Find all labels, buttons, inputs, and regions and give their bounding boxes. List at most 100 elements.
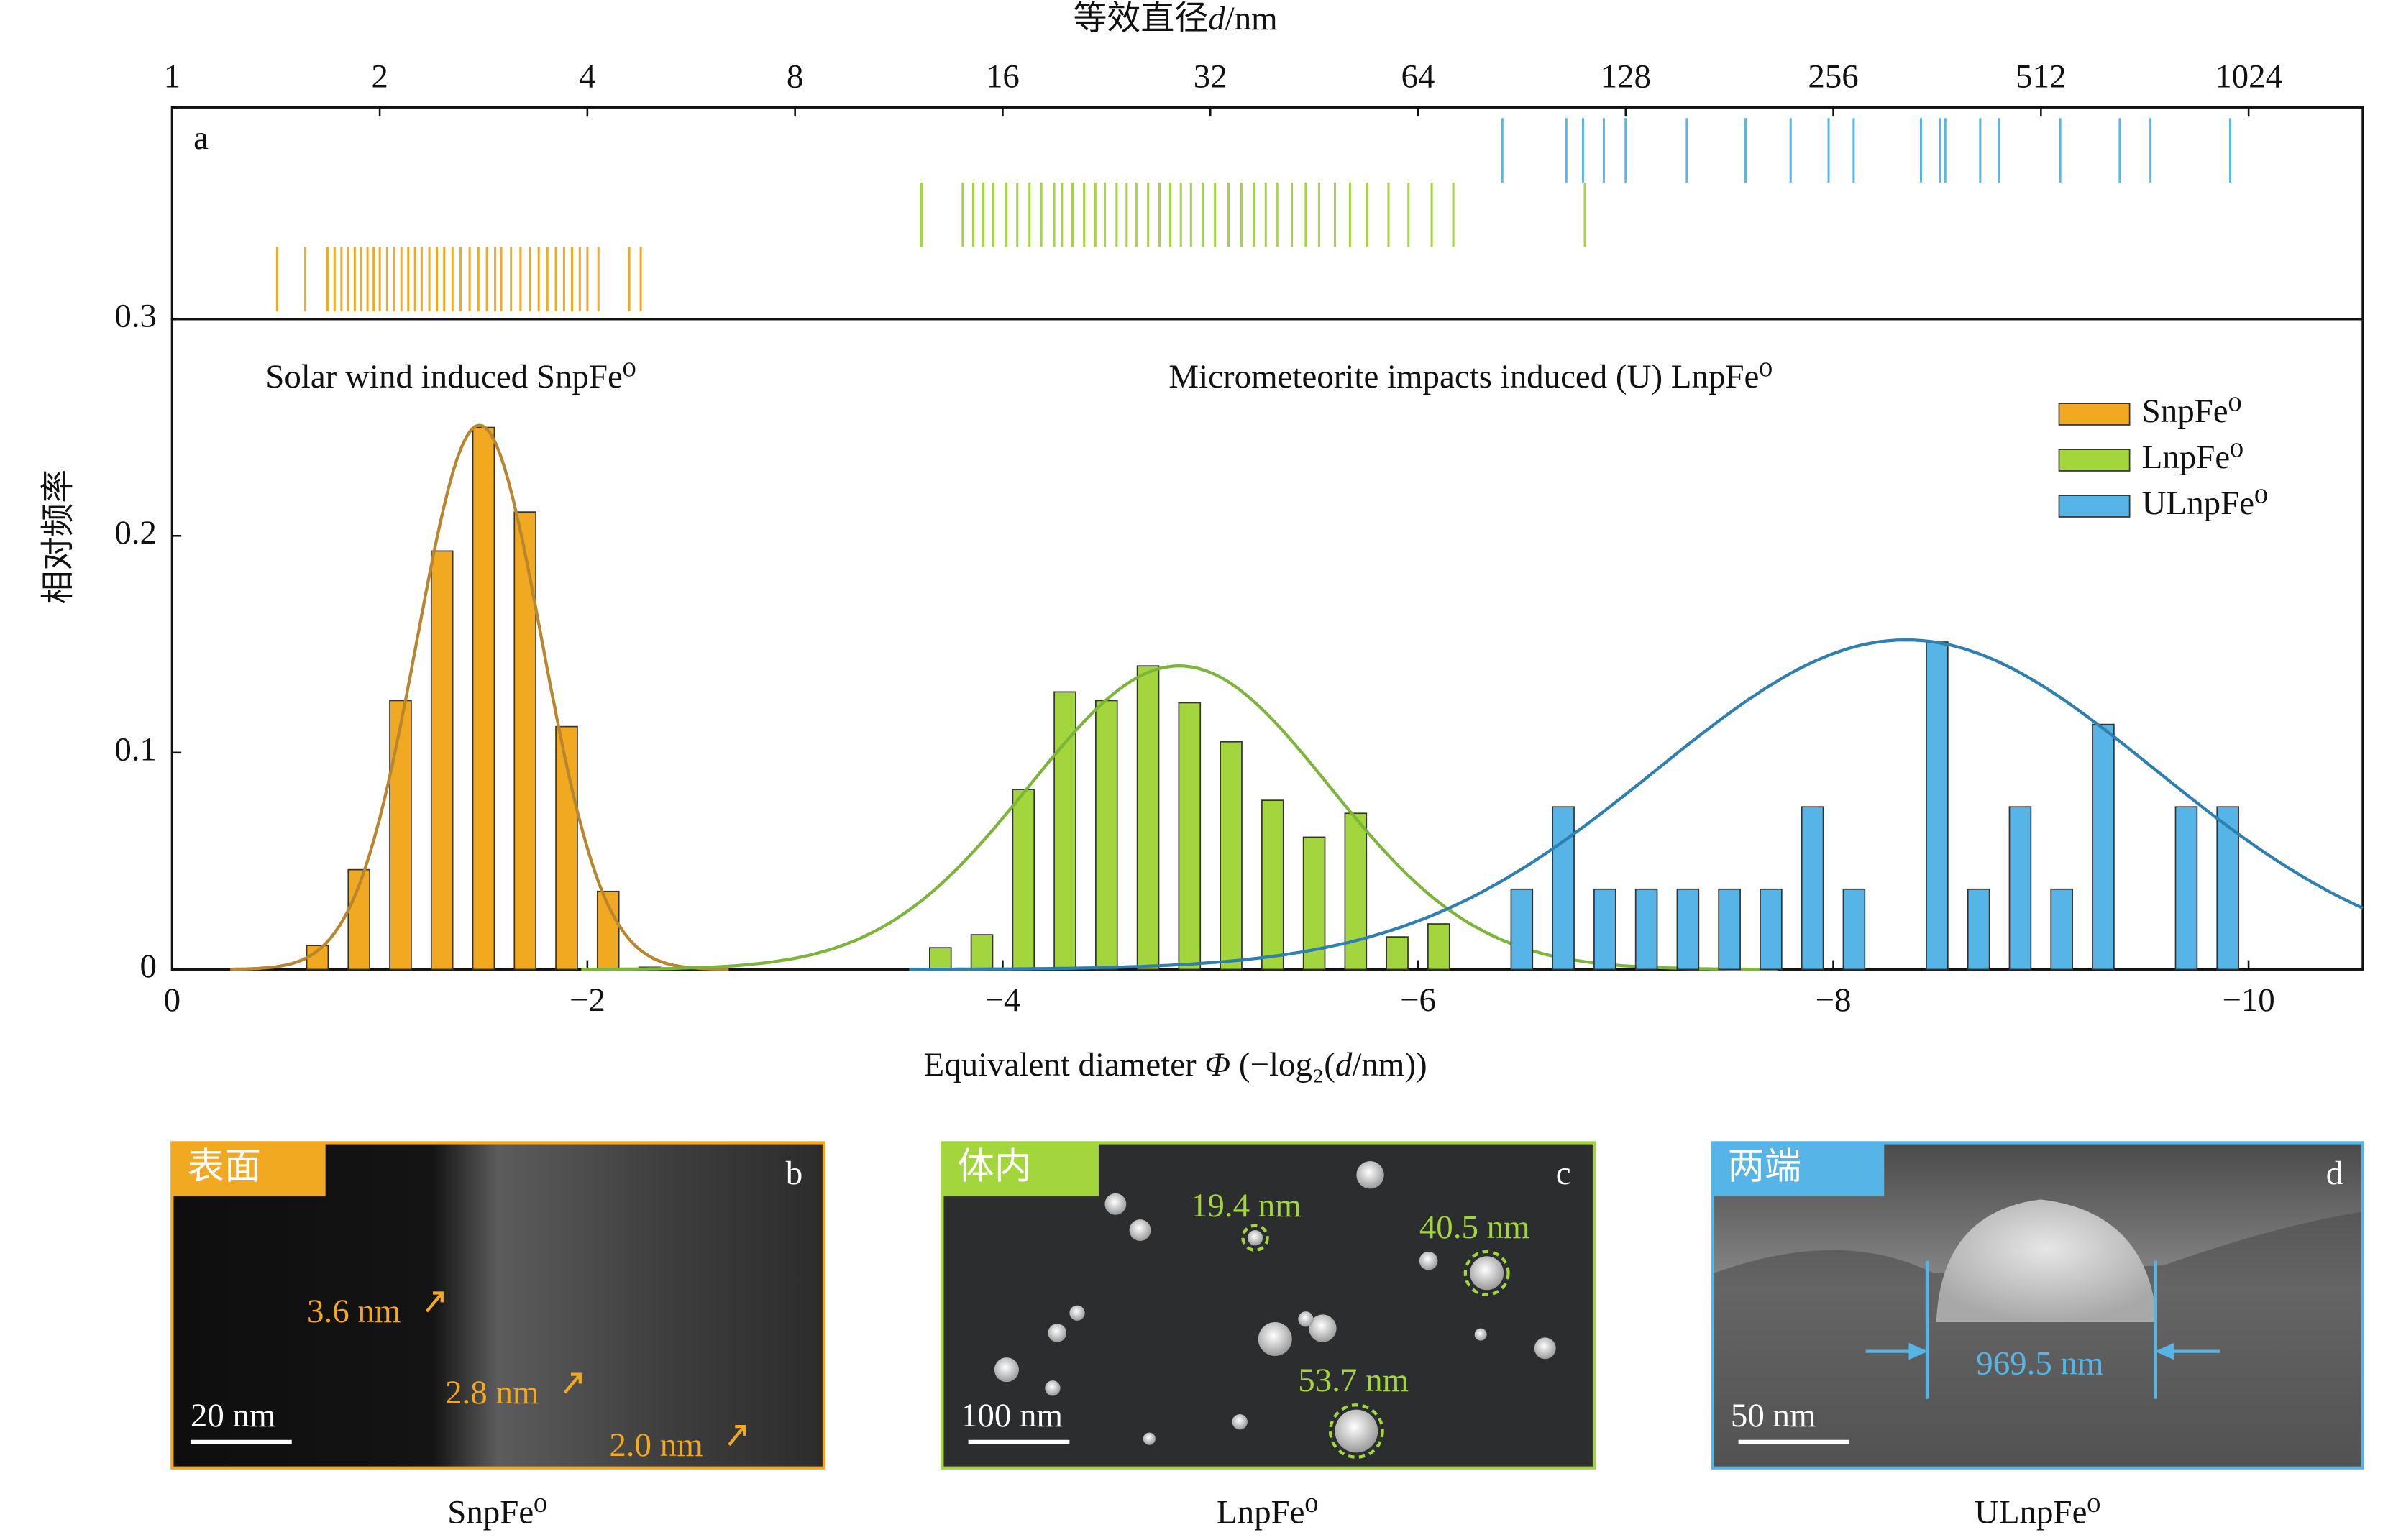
top-x-tick-label: 256 xyxy=(1808,58,1858,96)
bar xyxy=(1842,888,1866,971)
top-axis-label-part: d xyxy=(1208,0,1225,37)
bar xyxy=(2174,806,2198,971)
top-x-tick-label: 16 xyxy=(986,58,1020,96)
bar xyxy=(1136,665,1160,971)
bar xyxy=(1593,888,1616,971)
x-axis-label-part: Φ xyxy=(1204,1046,1230,1083)
fit-curve xyxy=(230,423,729,971)
legend-swatch xyxy=(2058,495,2131,518)
x-tick-label: −6 xyxy=(1400,981,1436,1019)
legend-swatch xyxy=(2058,449,2131,472)
bar xyxy=(1178,702,1202,971)
top-x-tick-label: 1024 xyxy=(2215,58,2282,96)
image xyxy=(170,1141,826,1470)
tag-box xyxy=(1712,1142,1885,1197)
x-axis-label: Equivalent diameter Φ (−log₂(d/nm)) xyxy=(924,1046,1427,1083)
arrow xyxy=(563,1372,582,1394)
bar xyxy=(1344,812,1368,971)
panel-tag: 体内 xyxy=(958,1147,1031,1188)
panel-label: d xyxy=(2326,1155,2343,1192)
size-note: 40.5 nm xyxy=(1419,1209,1530,1246)
bar xyxy=(1801,806,1824,971)
bar xyxy=(1967,888,1990,971)
legend-label: SnpFe⁰ xyxy=(2142,393,2242,430)
substrate xyxy=(1714,1211,2361,1467)
arrow xyxy=(425,1291,444,1313)
annotation: Micrometeorite impacts induced (U) LnpFe… xyxy=(1168,358,1773,395)
annotation: Solar wind induced SnpFe⁰ xyxy=(265,358,636,395)
caption: ULnpFe⁰ xyxy=(1975,1494,2100,1531)
bar xyxy=(1261,799,1284,971)
measure xyxy=(1865,1260,2220,1399)
bar xyxy=(1634,888,1658,971)
legend-label: ULnpFe⁰ xyxy=(2142,485,2268,522)
y-axis-label: 相对频率 xyxy=(40,469,77,605)
x-axis-label-part: Equivalent diameter xyxy=(924,1046,1205,1083)
caption: LnpFe⁰ xyxy=(1217,1494,1318,1531)
scale-label: 100 nm xyxy=(961,1397,1063,1434)
size-note: 2.8 nm xyxy=(445,1374,539,1411)
bar xyxy=(1095,700,1118,971)
top-x-tick-label: 64 xyxy=(1401,58,1435,96)
size-note: 19.4 nm xyxy=(1191,1187,1302,1224)
bar xyxy=(513,511,537,971)
bar xyxy=(1220,741,1243,971)
bar xyxy=(472,426,495,971)
bar xyxy=(1427,923,1450,971)
bar xyxy=(1053,691,1076,971)
panel-tag: 表面 xyxy=(188,1147,261,1188)
panel-tag: 两端 xyxy=(1728,1147,1801,1188)
panel-c xyxy=(941,1141,1596,1470)
size-note: 53.7 nm xyxy=(1298,1362,1409,1399)
legend-swatch xyxy=(2058,403,2131,426)
panel-label: c xyxy=(1556,1155,1571,1192)
tag-box xyxy=(942,1142,1099,1197)
top-axis-label: 等效直径d/nm xyxy=(1074,0,1278,37)
x-tick-label: −4 xyxy=(984,981,1020,1019)
bar xyxy=(2092,723,2115,971)
size-note: 2.0 nm xyxy=(609,1426,703,1464)
bar xyxy=(1718,888,1741,971)
fit-curve xyxy=(909,638,2364,971)
bar xyxy=(2216,806,2239,971)
particles xyxy=(994,1161,1556,1453)
bar xyxy=(1012,789,1035,971)
panel-label: b xyxy=(786,1155,802,1192)
image xyxy=(941,1141,1596,1470)
bar xyxy=(430,550,454,971)
size-note: 969.5 nm xyxy=(1976,1345,2103,1383)
y-tick-label: 0 xyxy=(140,948,157,985)
bar xyxy=(389,700,412,971)
bar xyxy=(1676,888,1700,971)
bar xyxy=(1510,888,1534,971)
panel-b xyxy=(170,1141,826,1470)
highlight xyxy=(1241,1224,1510,1459)
scale-label: 50 nm xyxy=(1731,1397,1816,1434)
tag-box xyxy=(172,1142,326,1197)
y-tick-label: 0.3 xyxy=(114,298,157,335)
bar xyxy=(1386,936,1409,971)
x-tick-label: −2 xyxy=(570,981,605,1019)
top-x-tick-label: 128 xyxy=(1601,58,1651,96)
scale-label: 20 nm xyxy=(191,1397,276,1434)
top-x-tick-label: 2 xyxy=(371,58,388,96)
x-tick-label: −8 xyxy=(1816,981,1852,1019)
fit-curve xyxy=(581,664,1778,971)
panel-d xyxy=(1711,1141,2365,1470)
x-tick-label: −10 xyxy=(2222,981,2274,1019)
x-axis-label-part: d xyxy=(1335,1046,1353,1083)
bar xyxy=(1760,888,1783,971)
bar xyxy=(2008,806,2032,971)
y-tick-label: 0.1 xyxy=(114,731,157,769)
x-tick-label: 0 xyxy=(164,981,180,1019)
top-x-tick-label: 4 xyxy=(579,58,595,96)
arrow xyxy=(728,1424,746,1447)
x-axis-label-part: /nm)) xyxy=(1352,1046,1427,1083)
top-x-tick-label: 32 xyxy=(1194,58,1227,96)
top-axis-label-part: /nm xyxy=(1225,0,1278,37)
caption: SnpFe⁰ xyxy=(447,1494,547,1531)
bar xyxy=(2050,888,2073,971)
size-note: 3.6 nm xyxy=(307,1293,401,1330)
